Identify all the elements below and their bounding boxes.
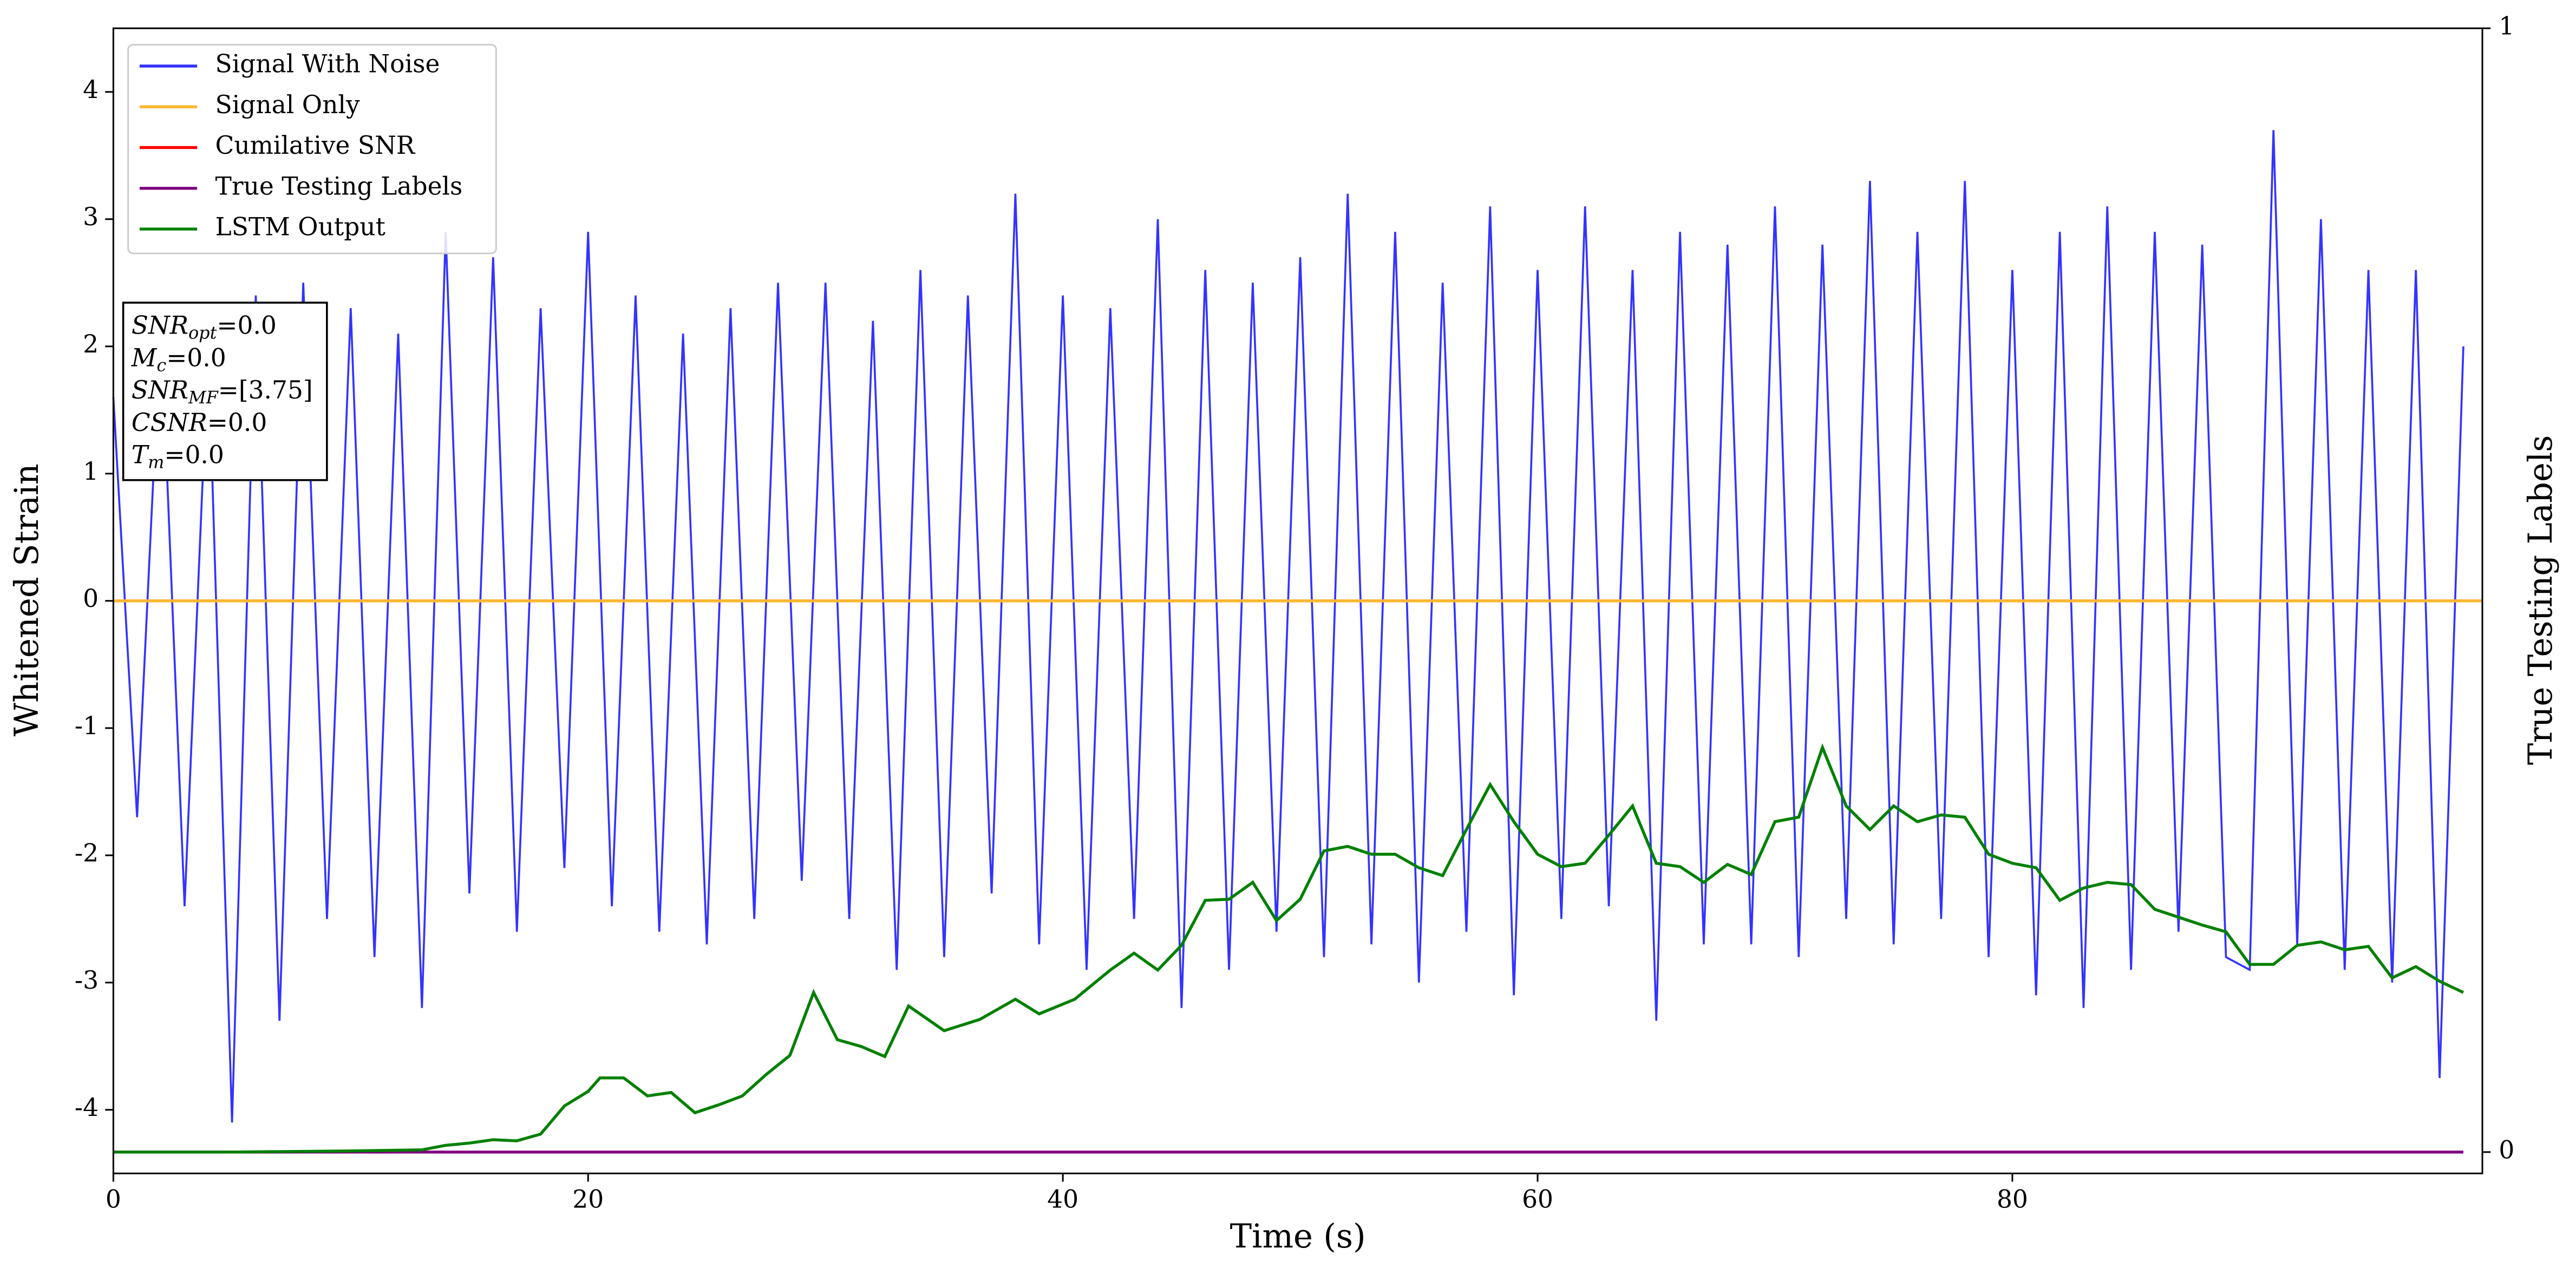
annotation-value: =[3.75] — [218, 376, 313, 404]
y2-tick-label: 1 — [2499, 12, 2514, 41]
annotation-name: T — [132, 440, 150, 469]
annotation-line: CSNR=0.0 — [132, 408, 267, 436]
y-tick-label: -1 — [75, 711, 99, 740]
y-tick-label: 0 — [83, 584, 99, 613]
annotation-sub: c — [156, 355, 166, 375]
annotation-value: =0.0 — [207, 408, 267, 436]
annotation-line: Tm=0.0 — [132, 440, 224, 472]
y-tick-label: 2 — [83, 330, 99, 358]
annotation-value: =0.0 — [166, 343, 226, 372]
x-tick-label: 40 — [1047, 1185, 1078, 1213]
annotation-line: Mc=0.0 — [131, 343, 226, 375]
legend-label: Cumilative SNR — [215, 131, 416, 160]
annotation-sub: m — [148, 452, 164, 472]
y-tick-label: -4 — [75, 1093, 99, 1122]
x-tick-label: 20 — [572, 1185, 604, 1213]
y-axis-label: Whitened Strain — [8, 463, 46, 736]
x-tick-label: 60 — [1522, 1185, 1553, 1213]
x-tick-label: 80 — [1997, 1185, 2028, 1213]
plot-area — [112, 130, 2483, 1154]
annotation-value: =0.0 — [217, 311, 276, 339]
legend-label: Signal With Noise — [215, 50, 440, 79]
annotation-box: SNRopt=0.0Mc=0.0SNRMF=[3.75]CSNR=0.0Tm=0… — [122, 302, 328, 481]
legend-box — [127, 44, 497, 254]
annotation-name: M — [131, 343, 158, 372]
annotation-name: CSNR — [132, 408, 207, 436]
annotation-name: SNR — [132, 376, 188, 404]
legend-label: True Testing Labels — [215, 172, 463, 200]
x-tick-label: 0 — [106, 1185, 121, 1213]
x-axis-label: Time (s) — [1230, 1218, 1366, 1256]
annotation-sub: opt — [188, 322, 217, 343]
annotation-sub: MF — [188, 387, 219, 408]
y-tick-label: -2 — [75, 839, 99, 867]
series-line — [113, 743, 2464, 1154]
y-tick-label: -3 — [75, 966, 99, 995]
annotation-name: SNR — [132, 311, 188, 339]
series-line — [112, 130, 2464, 1123]
annotation-line: SNRopt=0.0 — [132, 311, 277, 343]
y2-axis-label: True Testing Labels — [2522, 435, 2560, 765]
annotation-line: SNRMF=[3.75] — [132, 376, 313, 408]
y-tick-label: 4 — [83, 75, 99, 104]
annotation-frame — [122, 302, 328, 481]
legend-label: LSTM Output — [215, 213, 385, 241]
y-tick-label: 3 — [83, 202, 99, 231]
legend: Signal With Noise Signal Only Cumilative S… — [127, 44, 497, 254]
y2-tick-label: 0 — [2499, 1135, 2514, 1164]
y-tick-label: 1 — [83, 457, 99, 486]
annotation-value: =0.0 — [164, 440, 224, 469]
legend-label: Signal Only — [215, 90, 360, 119]
